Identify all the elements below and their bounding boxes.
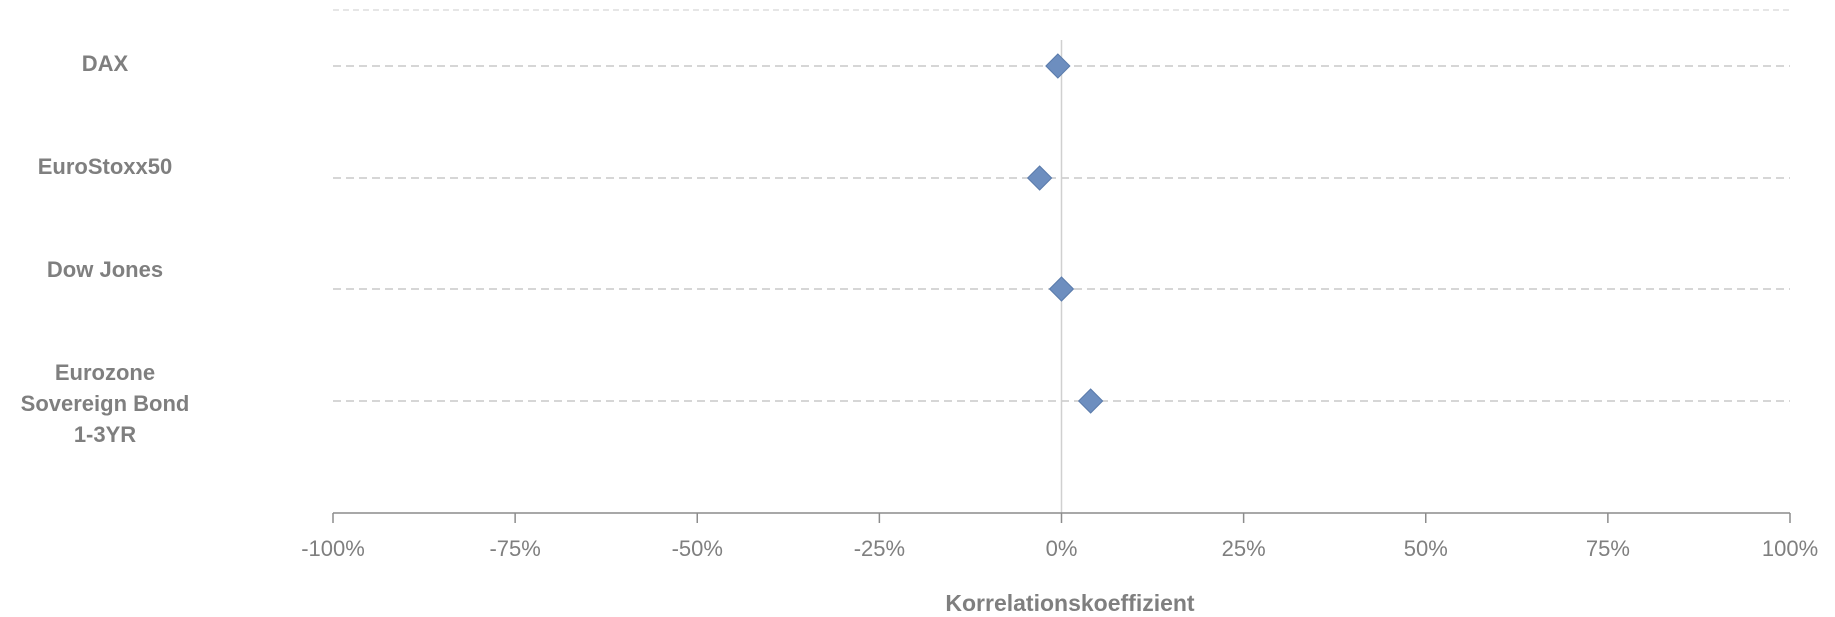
category-label: EuroStoxx50 — [0, 151, 210, 182]
x-tick-label: -75% — [489, 536, 540, 561]
x-tick-label: -100% — [301, 536, 365, 561]
category-label-line: EuroStoxx50 — [37, 154, 173, 179]
x-tick-label: 0% — [1046, 536, 1078, 561]
category-label-line: 1-3YR — [73, 422, 137, 447]
category-label-line: DAX — [81, 51, 129, 76]
category-label: DAX — [0, 48, 210, 79]
x-tick-label: 75% — [1586, 536, 1630, 561]
category-label-line: Dow Jones — [46, 257, 164, 282]
x-tick-label: 50% — [1404, 536, 1448, 561]
x-tick-label: 100% — [1762, 536, 1818, 561]
data-point-1 — [1026, 165, 1053, 191]
x-tick-label: 25% — [1222, 536, 1266, 561]
data-point-2 — [1048, 276, 1075, 302]
category-label-line: Sovereign Bond — [20, 391, 190, 416]
category-label: Eurozone Sovereign Bond 1-3YR — [0, 357, 210, 450]
x-tick-label: -50% — [672, 536, 723, 561]
data-point-0 — [1045, 53, 1071, 79]
x-tick-label: -25% — [854, 536, 905, 561]
category-label: Dow Jones — [0, 254, 210, 285]
x-axis-title: Korrelationskoeffizient — [945, 590, 1195, 616]
category-label-line: Eurozone — [54, 360, 156, 385]
data-point-3 — [1077, 388, 1104, 414]
